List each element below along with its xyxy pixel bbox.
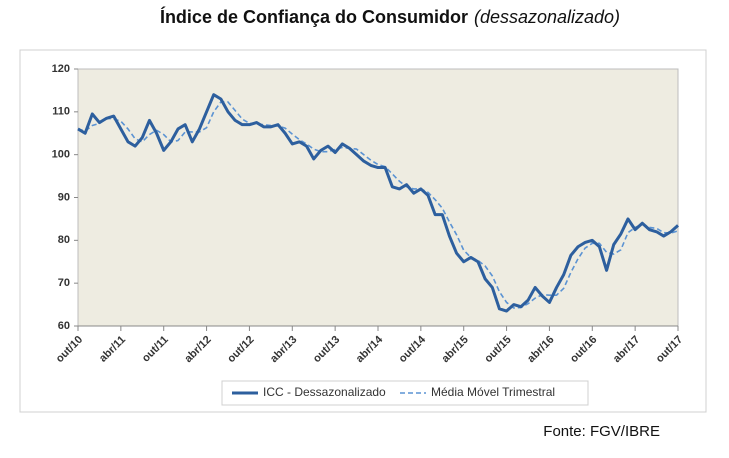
x-tick-label: abr/16	[525, 334, 556, 365]
x-tick-label: abr/17	[611, 334, 642, 365]
chart-title: Índice de Confiança do Consumidor (dessaz…	[160, 6, 620, 27]
y-tick-label: 60	[58, 320, 70, 332]
x-tick-label: out/17	[654, 334, 685, 365]
chart-frame	[19, 49, 707, 413]
x-tick-label: abr/15	[439, 334, 470, 365]
title-suffix: (dessazonalizado)	[474, 7, 620, 27]
legend-label: Média Móvel Trimestral	[431, 385, 555, 399]
x-tick-label: abr/13	[268, 334, 299, 365]
legend-box	[221, 380, 589, 406]
title-main: Índice de Confiança do Consumidor	[160, 6, 468, 27]
x-tick-label: out/11	[140, 334, 171, 365]
legend-label: ICC - Dessazonalizado	[263, 385, 386, 399]
y-tick-label: 70	[58, 277, 70, 289]
x-tick-label: abr/14	[354, 333, 386, 365]
x-tick-label: abr/12	[182, 334, 213, 365]
y-tick-label: 110	[52, 106, 70, 118]
series-line	[77, 93, 680, 313]
series-line	[77, 101, 679, 309]
x-tick-label: out/13	[311, 334, 342, 365]
plot-area	[77, 68, 679, 327]
x-tick-label: out/12	[225, 334, 256, 365]
y-tick-label: 100	[52, 149, 70, 161]
y-tick-label: 90	[58, 191, 70, 203]
x-tick-label: out/15	[482, 334, 513, 365]
x-tick-label: out/14	[397, 333, 429, 365]
x-tick-label: out/16	[568, 334, 599, 365]
y-tick-label: 120	[52, 63, 70, 75]
x-tick-label: out/10	[54, 334, 85, 365]
y-tick-label: 80	[58, 234, 70, 246]
x-tick-label: abr/11	[97, 334, 128, 365]
source: Fonte: FGV/IBRE	[543, 423, 660, 440]
